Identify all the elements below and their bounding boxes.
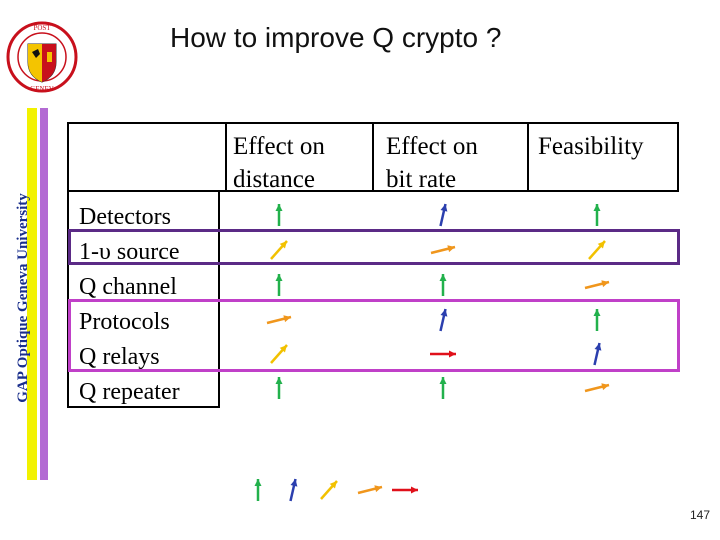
- col-header-bitrate: Effect on bit rate: [386, 130, 478, 196]
- col-header-bitrate-line1: Effect on: [386, 133, 478, 160]
- page-number: 147: [689, 508, 710, 522]
- side-bar-purple: [40, 108, 48, 480]
- highlight-box-source-row: [68, 229, 680, 265]
- row-label-q-relays: Q relays: [79, 344, 160, 370]
- arrow-r6-c2-up-green: [439, 377, 447, 399]
- arrow-r1-c3-up-green: [593, 204, 601, 226]
- svg-text:POST: POST: [33, 24, 51, 32]
- table-left-line: [67, 122, 69, 408]
- arrow-r1-c1-up-green: [275, 204, 283, 226]
- table-col-divider-2: [372, 122, 374, 192]
- row-label-detectors: Detectors: [79, 204, 171, 230]
- col-header-distance-line1: Effect on: [233, 133, 325, 160]
- arrow-r4-c1-flat-orange: [266, 315, 292, 325]
- arrow-r4-c3-up-green: [593, 309, 601, 331]
- row-label-q-channel: Q channel: [79, 274, 177, 300]
- arrow-r3-c3-flat-orange: [584, 280, 610, 290]
- table-col-divider-3: [527, 122, 529, 192]
- col-header-distance-line2: distance: [233, 166, 315, 193]
- legend-arrow-up-green: [254, 479, 262, 501]
- svg-text:GENEV: GENEV: [30, 85, 54, 93]
- legend-arrow-diag-yellow: [320, 480, 338, 500]
- table-right-line: [677, 122, 679, 192]
- side-bar-yellow: [27, 108, 37, 480]
- university-crest-logo: POST GENEV: [6, 21, 78, 93]
- arrow-r1-c2-up-blue: [439, 203, 448, 227]
- row-label-protocols: Protocols: [79, 309, 170, 335]
- row-label-single-photon-source: 1-υ source: [79, 239, 180, 265]
- table-header-bottom-line: [67, 190, 679, 192]
- arrow-r4-c2-up-blue: [439, 308, 448, 332]
- arrow-r5-c3-up-blue: [593, 342, 602, 366]
- highlight-box-protocols-relays: [68, 299, 680, 372]
- legend-arrow-flat-red: [392, 486, 418, 494]
- arrow-r6-c3-flat-orange: [584, 383, 610, 393]
- col-header-feasibility-line1: Feasibility: [538, 133, 644, 160]
- table-col-divider-1: [225, 122, 227, 192]
- arrow-r5-c2-flat-red: [430, 350, 456, 358]
- col-header-feasibility: Feasibility: [538, 130, 644, 163]
- legend-arrow-flat-orange: [357, 485, 383, 495]
- table-bottom-line: [67, 406, 220, 408]
- arrow-r2-c2-flat-orange: [430, 245, 456, 255]
- arrow-r3-c2-up-green: [439, 274, 447, 296]
- slide-title: How to improve Q crypto ?: [170, 22, 502, 53]
- col-header-distance: Effect on distance: [233, 130, 325, 196]
- arrow-r2-c3-diag-yellow: [588, 240, 606, 260]
- col-header-bitrate-line2: bit rate: [386, 166, 457, 193]
- arrow-r5-c1-diag-yellow: [270, 344, 288, 364]
- legend-arrow-up-blue: [289, 478, 298, 502]
- arrow-r2-c1-diag-yellow: [270, 240, 288, 260]
- row-label-q-repeater: Q repeater: [79, 379, 180, 405]
- arrow-r6-c1-up-green: [275, 377, 283, 399]
- arrow-r3-c1-up-green: [275, 274, 283, 296]
